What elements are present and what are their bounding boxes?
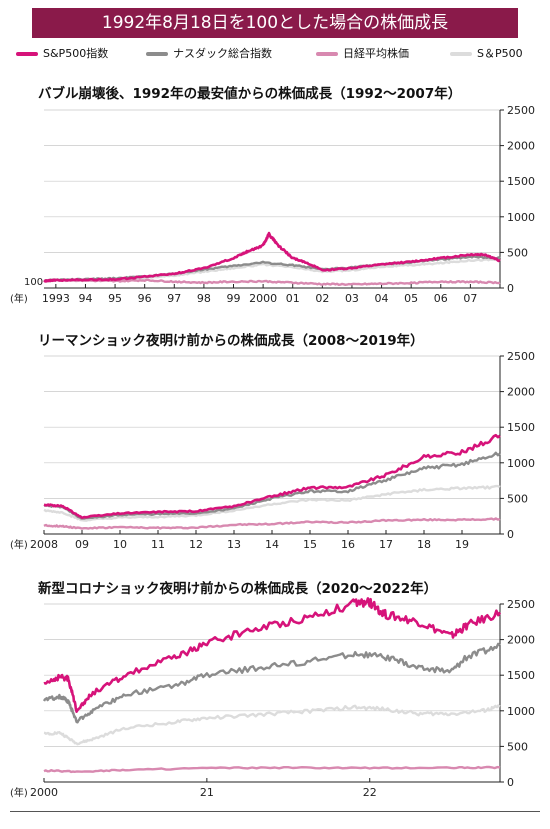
x-unit-label: (年) — [10, 292, 28, 305]
x-tick-label: 02 — [315, 292, 329, 305]
y-tick-label: 0 — [507, 282, 514, 295]
x-tick-label: 01 — [286, 292, 300, 305]
legend-swatch — [450, 52, 472, 56]
legend-item-sp500-alt: S＆P500 — [450, 44, 523, 64]
x-tick-label: 97 — [167, 292, 181, 305]
x-tick-label: 2008 — [30, 538, 58, 551]
x-tick-label: 19 — [455, 538, 469, 551]
x-tick-label: 11 — [151, 538, 165, 551]
footer-divider — [10, 811, 540, 812]
chart-panel-1: 0 500 1000 1500 2000 2500 1993 94 95 96 97 98 99 2000… — [10, 104, 535, 305]
legend-label: S＆P500 — [477, 47, 523, 60]
legend-item-nasdaq: ナスダック総合指数 — [146, 44, 272, 64]
x-tick-label: 96 — [138, 292, 152, 305]
x-tick-label: 06 — [434, 292, 448, 305]
x-tick-label: 17 — [379, 538, 393, 551]
legend-label: ナスダック総合指数 — [173, 47, 272, 60]
y-tick-label: 2000 — [507, 386, 535, 399]
y-tick-label: 1500 — [507, 175, 535, 188]
panel-3-title: 新型コロナショック夜明け前からの株価成長（2020～2022年） — [38, 581, 438, 597]
x-unit-label: (年) — [10, 538, 28, 551]
legend-label: S&P500指数 — [43, 47, 109, 60]
series-line — [43, 765, 501, 774]
x-tick-label: 18 — [417, 538, 431, 551]
legend-label: 日経平均株価 — [343, 47, 409, 60]
series-line — [43, 704, 501, 746]
x-tick-label: 07 — [463, 292, 477, 305]
y-tick-label: 0 — [507, 776, 514, 789]
x-tick-label: 99 — [227, 292, 241, 305]
y-tick-label: 2000 — [507, 140, 535, 153]
series-line — [43, 433, 501, 520]
y-tick-label: 1000 — [507, 457, 535, 470]
panel-2-title: リーマンショック夜明け前からの株価成長（2008～2019年） — [38, 333, 424, 349]
legend-item-nikkei: 日経平均株価 — [316, 44, 409, 64]
legend-swatch — [146, 52, 168, 56]
y-tick-label: 2500 — [507, 350, 535, 363]
x-tick-label: 16 — [341, 538, 355, 551]
legend-item-sp500-index: S&P500指数 — [16, 44, 108, 64]
x-tick-label: 22 — [363, 786, 377, 799]
chart-panel-3: 0 500 1000 1500 2000 2500 2000 21 22 (年) — [10, 597, 535, 799]
y-tick-label: 0 — [507, 528, 514, 541]
x-tick-label: 94 — [78, 292, 92, 305]
x-tick-label: 13 — [227, 538, 241, 551]
x-tick-label: 15 — [303, 538, 317, 551]
legend: S&P500指数 ナスダック総合指数 日経平均株価 S＆P500 — [10, 44, 550, 64]
panel-1-title: バブル崩壊後、1992年の最安値からの株価成長（1992～2007年） — [38, 86, 462, 102]
x-tick-label: 95 — [108, 292, 122, 305]
y-tick-label: 2000 — [507, 634, 535, 647]
series-line — [43, 597, 502, 713]
series-line — [42, 642, 501, 724]
x-tick-label: 09 — [75, 538, 89, 551]
x-tick-label: 05 — [404, 292, 418, 305]
x-tick-label: 98 — [197, 292, 211, 305]
x-tick-label: 12 — [189, 538, 203, 551]
chart-panel-2: 0 500 1000 1500 2000 2500 2008 09 10 11 12 13 14 15 16… — [10, 350, 535, 551]
y-tick-label: 1500 — [507, 421, 535, 434]
x-tick-label: 03 — [345, 292, 359, 305]
y-tick-label: 2500 — [507, 104, 535, 117]
y-tick-label: 1000 — [507, 705, 535, 718]
y-tick-label: 1000 — [507, 211, 535, 224]
x-tick-label: 21 — [200, 786, 214, 799]
y-tick-label: 2500 — [507, 598, 535, 611]
series-line — [43, 517, 501, 530]
x-tick-label: 1993 — [42, 292, 70, 305]
baseline-100-label: 100 — [24, 277, 43, 288]
y-tick-label: 500 — [507, 492, 528, 505]
x-tick-label: 2000 — [249, 292, 277, 305]
y-tick-label: 1500 — [507, 669, 535, 682]
legend-swatch — [16, 52, 38, 56]
series-line — [43, 484, 501, 522]
x-tick-label: 2000 — [30, 786, 58, 799]
y-tick-label: 500 — [507, 740, 528, 753]
x-unit-label: (年) — [10, 786, 28, 799]
x-tick-label: 14 — [265, 538, 279, 551]
legend-swatch — [316, 52, 338, 56]
x-tick-label: 10 — [113, 538, 127, 551]
y-tick-label: 500 — [507, 246, 528, 259]
page-title: 1992年8月18日を100とした場合の株価成長 — [32, 8, 518, 38]
series-line — [43, 231, 501, 283]
x-tick-label: 04 — [375, 292, 389, 305]
